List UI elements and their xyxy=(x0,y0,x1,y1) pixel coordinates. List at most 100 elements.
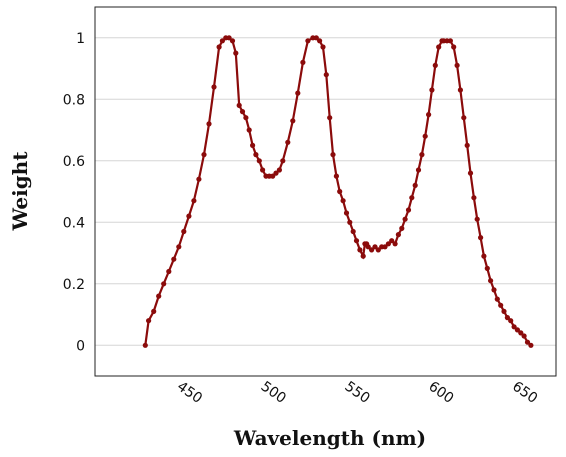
data-point xyxy=(409,195,415,201)
data-point xyxy=(454,62,460,68)
data-point xyxy=(514,327,521,333)
data-point xyxy=(305,38,311,44)
y-tick-label: 0.4 xyxy=(63,215,85,231)
data-point xyxy=(524,339,531,345)
data-point xyxy=(389,238,395,244)
data-point xyxy=(464,142,470,148)
x-tick-label: 650 xyxy=(509,379,540,407)
data-point xyxy=(317,38,323,44)
data-point xyxy=(276,167,282,173)
data-point xyxy=(295,90,301,96)
y-tick-label: 0.6 xyxy=(63,154,85,170)
data-point xyxy=(347,219,353,225)
data-point xyxy=(385,241,391,247)
data-point xyxy=(256,158,262,164)
data-point xyxy=(327,115,333,121)
data-point xyxy=(270,173,276,179)
data-point xyxy=(481,253,487,259)
x-tick-label: 450 xyxy=(174,379,205,407)
data-point xyxy=(392,241,398,247)
data-point xyxy=(196,176,202,182)
data-point xyxy=(246,127,252,133)
data-point xyxy=(412,182,418,188)
data-point xyxy=(484,265,490,271)
data-point xyxy=(426,112,432,118)
data-point xyxy=(422,133,428,139)
data-point xyxy=(186,213,192,219)
data-point xyxy=(161,281,167,287)
plot-area-frame xyxy=(94,6,557,377)
data-point xyxy=(488,278,494,284)
data-point xyxy=(191,198,197,204)
data-point xyxy=(474,216,480,222)
data-point xyxy=(360,253,366,259)
data-point xyxy=(300,59,306,65)
data-point xyxy=(333,173,339,179)
data-point xyxy=(219,38,225,44)
data-point xyxy=(511,324,517,330)
data-point xyxy=(313,35,319,41)
data-point xyxy=(236,102,242,108)
data-point xyxy=(201,152,207,158)
data-point xyxy=(395,232,401,238)
data-point xyxy=(436,44,442,50)
data-point xyxy=(285,139,291,145)
series-layer xyxy=(142,35,534,348)
data-point xyxy=(429,87,435,93)
data-point xyxy=(419,152,425,158)
data-point xyxy=(239,109,246,115)
x-tick-labels: 450 500 550 600 650 xyxy=(174,379,540,407)
data-point xyxy=(151,308,157,314)
y-tick-labels: 0 0.2 0.4 0.6 0.8 1 xyxy=(63,31,85,355)
data-point xyxy=(181,228,187,235)
data-point xyxy=(253,152,259,158)
data-point xyxy=(399,225,405,231)
data-point xyxy=(467,170,474,176)
data-point xyxy=(501,308,507,314)
data-point xyxy=(250,142,256,148)
data-point xyxy=(405,207,412,213)
data-point xyxy=(229,38,236,44)
data-point xyxy=(323,72,329,78)
data-point xyxy=(350,228,356,235)
data-point xyxy=(415,167,422,173)
data-point xyxy=(365,244,371,250)
x-tick-label: 600 xyxy=(425,379,456,407)
data-point xyxy=(156,293,162,299)
data-point xyxy=(461,115,467,121)
data-point xyxy=(171,256,177,262)
grid-lines xyxy=(95,37,556,346)
data-point xyxy=(518,330,524,336)
data-point xyxy=(206,121,212,127)
y-tick-label: 0 xyxy=(76,338,85,354)
data-point xyxy=(508,318,514,324)
data-point xyxy=(504,315,510,321)
data-point xyxy=(369,247,375,253)
data-point xyxy=(494,296,500,302)
data-point xyxy=(340,198,346,204)
data-point xyxy=(457,87,463,93)
data-point xyxy=(478,235,484,241)
data-point xyxy=(290,118,296,124)
data-point xyxy=(320,44,326,50)
data-point xyxy=(146,318,152,324)
data-point xyxy=(142,342,148,348)
data-point xyxy=(498,302,504,308)
data-point xyxy=(166,268,172,275)
data-point xyxy=(357,247,363,253)
y-axis-title: Weight xyxy=(8,151,32,232)
data-point xyxy=(432,62,438,68)
data-point xyxy=(521,333,527,339)
x-tick-label: 500 xyxy=(258,379,289,407)
data-point xyxy=(233,50,239,56)
y-tick-label: 0.8 xyxy=(63,92,85,108)
data-point xyxy=(375,247,381,253)
data-point xyxy=(226,35,232,41)
data-point xyxy=(353,238,360,244)
data-point xyxy=(216,44,222,50)
data-point xyxy=(211,84,217,90)
data-point xyxy=(382,244,388,250)
data-point xyxy=(491,287,497,293)
data-point xyxy=(471,195,477,201)
